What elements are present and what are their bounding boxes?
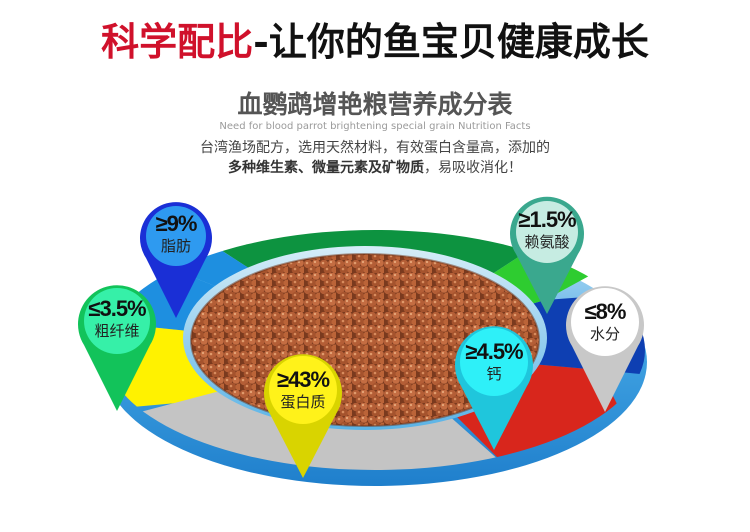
description-bold: 多种维生素、微量元素及矿物质 — [228, 160, 424, 176]
map-pin-icon — [510, 196, 584, 314]
subtitle: 血鹦鹉增艳粮营养成分表 — [237, 90, 513, 119]
map-pin-icon — [264, 354, 342, 478]
pin-calcium: ≥4.5% 钙 — [453, 322, 535, 452]
pin-protein: ≥43% 蛋白质 — [262, 350, 344, 480]
headline-red: 科学配比 — [101, 19, 254, 64]
map-pin-icon — [455, 326, 533, 450]
pin-lysine: ≥1.5% 赖氨酸 — [508, 194, 586, 316]
subtitle-english: Need for blood parrot brightening specia… — [219, 121, 531, 132]
headline-dark: -让你的鱼宝贝健康成长 — [253, 19, 649, 64]
pin-moisture: ≤8% 水分 — [564, 282, 646, 414]
description-line-1: 台湾渔场配方，选用天然材料，有效蛋白含量高，添加的 — [200, 140, 550, 156]
pin-fat: ≥9% 脂肪 — [138, 198, 214, 320]
description-line-2: 多种维生素、微量元素及矿物质，易吸收消化！ — [0, 158, 750, 178]
map-pin-icon — [78, 285, 156, 411]
description-rest: ，易吸收消化！ — [424, 160, 522, 176]
pin-fiber: ≤3.5% 粗纤维 — [76, 281, 158, 413]
map-pin-icon — [566, 286, 644, 412]
map-pin-icon — [140, 202, 212, 318]
headline: 科学配比-让你的鱼宝贝健康成长 — [0, 14, 750, 70]
